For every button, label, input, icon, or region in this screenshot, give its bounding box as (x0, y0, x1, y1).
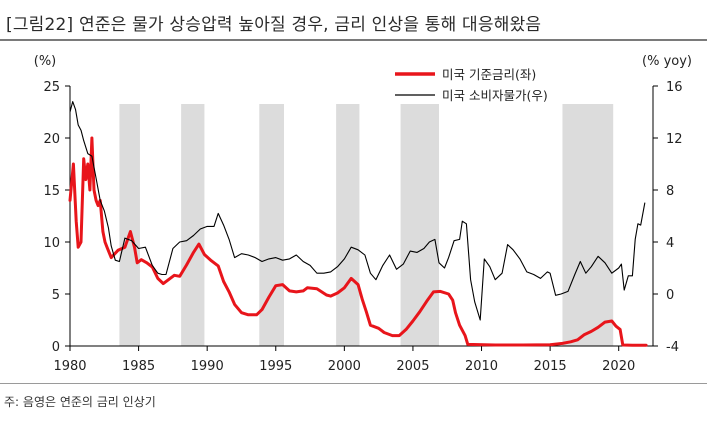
x-tick-label: 1990 (191, 359, 224, 374)
title-divider (0, 39, 707, 41)
left-tick-label: 10 (43, 236, 60, 251)
footer-divider (0, 383, 707, 384)
x-tick-label: 2020 (602, 359, 635, 374)
x-tick-label: 1995 (259, 359, 292, 374)
cpi-line (69, 101, 646, 321)
legend-label: 미국 소비자물가(우) (442, 88, 548, 103)
left-tick-label: 15 (43, 184, 60, 199)
rate-hike-shade (400, 104, 440, 346)
x-tick-label: 1980 (53, 359, 86, 374)
left-unit-label: (%) (34, 54, 57, 69)
rate-hike-shade (119, 104, 140, 346)
right-unit-label: (% yoy) (642, 54, 692, 69)
x-tick-label: 2000 (328, 359, 361, 374)
chart-axes: 0 5 10 15 20 25 -4 0 4 8 12 16 1980 1985 1990 1995 2000 2… (34, 54, 692, 374)
right-tick-label: 12 (666, 132, 683, 147)
rate-hike-shade (336, 104, 360, 346)
x-tick-label: 2005 (396, 359, 429, 374)
x-tick-label: 1985 (122, 359, 155, 374)
x-tick-label: 2010 (465, 359, 498, 374)
legend-label: 미국 기준금리(좌) (442, 67, 536, 82)
rate-hike-shade (181, 104, 205, 346)
chart-legend: 미국 기준금리(좌) 미국 소비자물가(우) (395, 67, 548, 103)
chart: 0 5 10 15 20 25 -4 0 4 8 12 16 1980 1985 1990 1995 2000 2… (34, 54, 692, 374)
right-tick-label: -4 (666, 340, 679, 355)
right-tick-label: 0 (666, 288, 674, 303)
chart-series (68, 101, 648, 347)
x-tick-label: 2015 (534, 359, 567, 374)
page-title: [그림22] 연준은 물가 상승압력 높아질 경우, 금리 인상을 통해 대응해… (6, 15, 542, 35)
rate-hike-shade (562, 104, 614, 346)
right-tick-label: 4 (666, 236, 674, 251)
rate-hike-shading-group (119, 104, 614, 346)
left-tick-label: 5 (52, 288, 60, 303)
left-tick-label: 0 (52, 340, 60, 355)
left-tick-label: 25 (43, 80, 60, 95)
source-note: 주: 음영은 연준의 금리 인상기 (4, 395, 156, 409)
right-tick-label: 16 (666, 80, 683, 95)
fed-rate-line (68, 136, 648, 347)
left-tick-label: 20 (43, 132, 60, 147)
right-tick-label: 8 (666, 184, 674, 199)
